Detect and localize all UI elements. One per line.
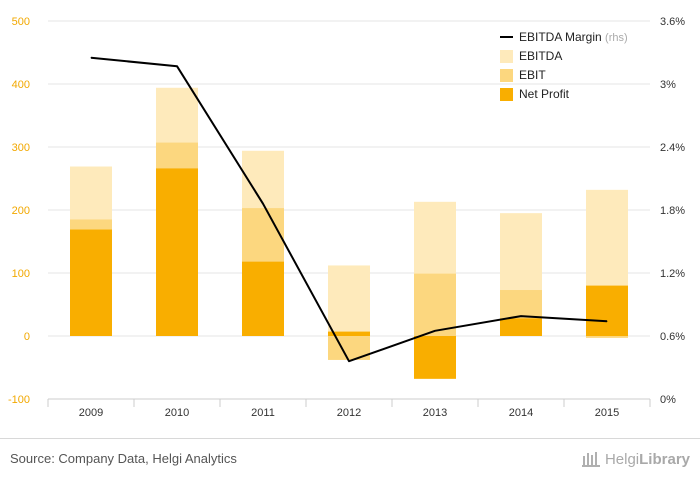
legend-swatch	[500, 88, 513, 101]
line-point	[348, 360, 350, 362]
footer: Source: Company Data, Helgi Analytics He…	[0, 438, 700, 484]
x-tick-label: 2011	[251, 407, 275, 419]
y-tick-label: 500	[12, 16, 30, 28]
source-note: Source: Company Data, Helgi Analytics	[10, 451, 237, 466]
legend-label: Net Profit	[519, 87, 570, 101]
y2-tick-label: 0.6%	[660, 331, 685, 343]
bar-ebit	[414, 273, 456, 336]
line-point	[520, 315, 522, 317]
line-point	[434, 330, 436, 332]
x-tick-label: 2012	[337, 407, 361, 419]
x-tick-label: 2010	[165, 407, 189, 419]
brand-name: HelgiLibrary	[604, 450, 690, 468]
legend-label: EBITDA Margin (rhs)	[519, 30, 628, 44]
y-tick-label: 100	[12, 268, 30, 280]
y2-tick-label: 3.6%	[660, 16, 685, 28]
legend-swatch	[500, 50, 513, 63]
line-point	[262, 203, 264, 205]
x-tick-label: 2015	[595, 407, 619, 419]
legend-swatch	[500, 69, 513, 82]
library-icon	[581, 452, 600, 467]
legend-label: EBITDA	[519, 49, 562, 63]
line-point	[176, 65, 178, 67]
bar-ebit	[586, 336, 628, 338]
bar-net-profit	[70, 229, 112, 336]
y2-tick-label: 1.2%	[660, 268, 685, 280]
bar-net-profit	[586, 285, 628, 336]
y2-tick-label: 1.8%	[660, 205, 685, 217]
legend-label: EBIT	[519, 68, 546, 82]
chart-svg: 500 400 300 200 100 0 -100 3.6% 3% 2.4% 1.8% 1.2% 0.…	[8, 16, 685, 419]
bar-net-profit	[500, 318, 542, 336]
y2-tick-label: 2.4%	[660, 142, 685, 154]
x-tick-label: 2014	[509, 407, 533, 419]
bar-net-profit	[414, 336, 456, 379]
x-tick-label: 2013	[423, 407, 447, 419]
brand-logo[interactable]: HelgiLibrary	[581, 449, 690, 469]
y2-tick-label: 3%	[660, 79, 676, 91]
y-tick-label: 300	[12, 142, 30, 154]
y-tick-label: 400	[12, 79, 30, 91]
bar-net-profit	[242, 261, 284, 336]
line-point	[90, 57, 92, 59]
bar-net-profit	[156, 168, 198, 336]
bar-net-profit	[328, 331, 370, 336]
y-tick-label: 0	[24, 331, 30, 343]
y-tick-label: 200	[12, 205, 30, 217]
y-tick-label: -100	[8, 394, 30, 406]
y2-tick-label: 0%	[660, 394, 676, 406]
bar-ebitda	[328, 265, 370, 336]
x-tick-label: 2009	[79, 407, 103, 419]
line-point	[606, 320, 608, 322]
